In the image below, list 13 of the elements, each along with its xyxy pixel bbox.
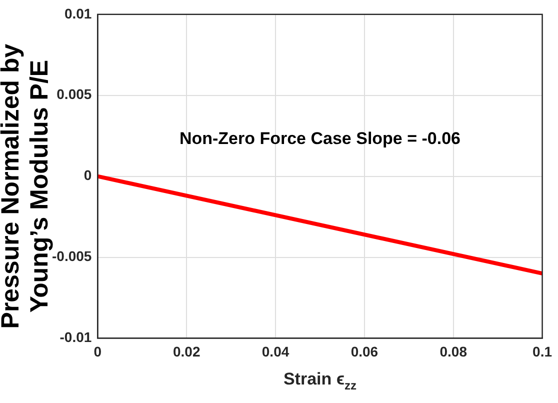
y-tick-label: -0.01 (60, 329, 92, 346)
y-tick-label: 0.01 (64, 5, 92, 22)
y-axis-title: Pressure Normalized by Young’s Modulus P/E (0, 44, 54, 329)
y-tick-label: 0 (84, 167, 92, 184)
x-tick-label: 0.08 (440, 343, 468, 360)
x-tick-label: 0.1 (532, 343, 552, 360)
x-tick-label: 0 (94, 343, 102, 360)
y-tick-label: -0.005 (52, 248, 92, 264)
x-tick-label: 0.04 (262, 343, 290, 360)
annotation: Non-Zero Force Case Slope = -0.06 (179, 128, 461, 148)
x-tick-label: 0.06 (350, 343, 378, 360)
y-tick-label: 0.005 (56, 86, 92, 102)
x-tick-label: 0.02 (172, 343, 200, 360)
